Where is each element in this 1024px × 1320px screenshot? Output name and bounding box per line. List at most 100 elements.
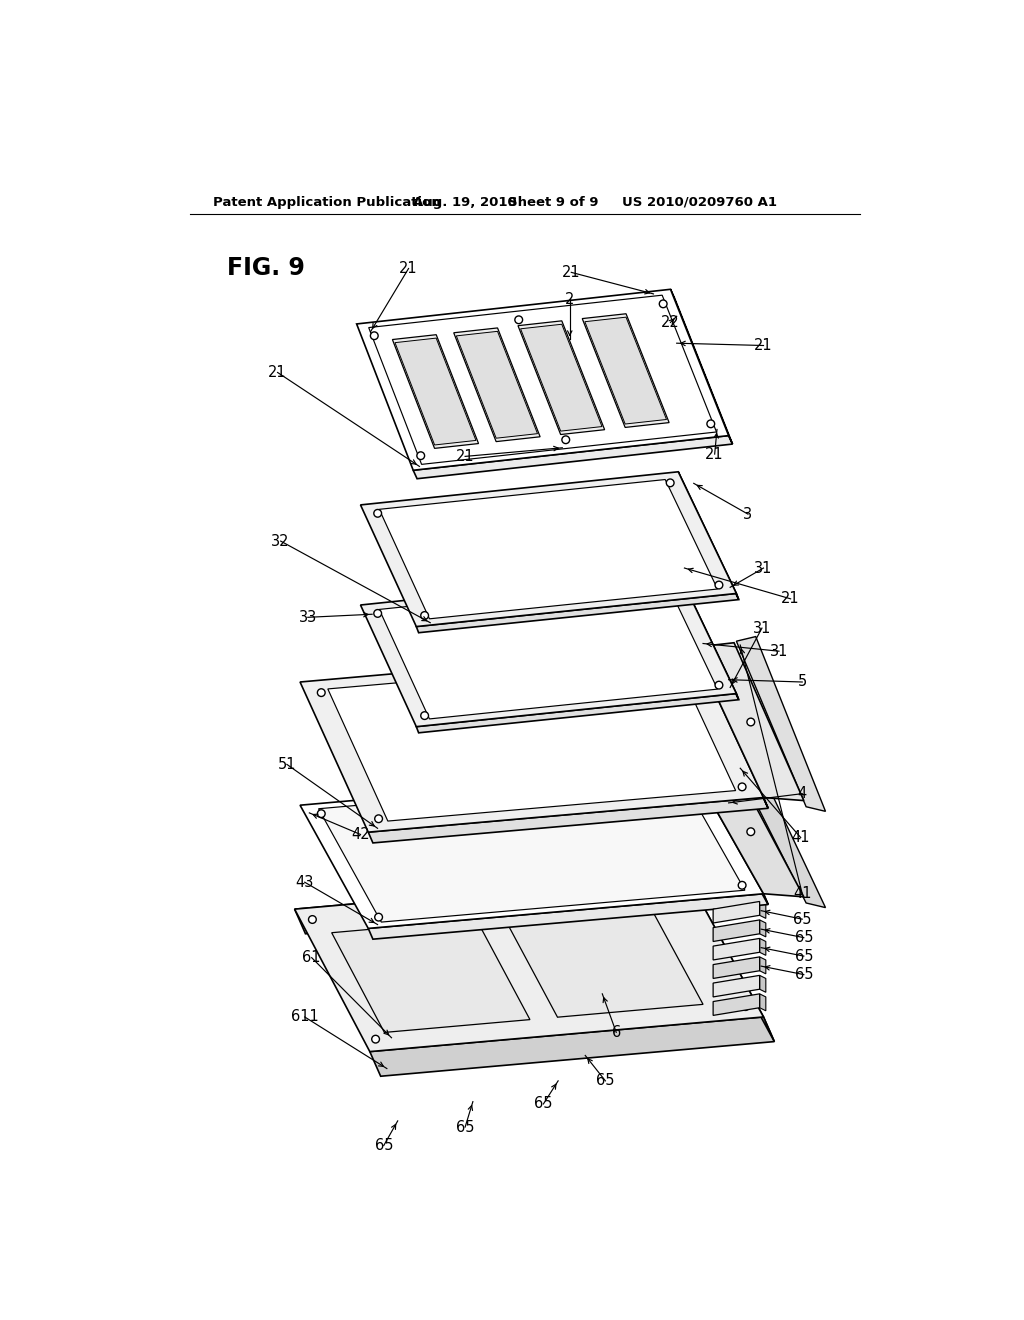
- Polygon shape: [678, 471, 738, 599]
- Text: 65: 65: [596, 1073, 614, 1089]
- Circle shape: [667, 579, 674, 587]
- Polygon shape: [300, 647, 764, 832]
- Polygon shape: [736, 760, 825, 908]
- Circle shape: [374, 510, 382, 517]
- Circle shape: [308, 916, 316, 924]
- Polygon shape: [417, 594, 738, 632]
- Text: 32: 32: [271, 533, 290, 549]
- Circle shape: [680, 777, 687, 785]
- Text: 33: 33: [299, 610, 316, 624]
- Text: Aug. 19, 2010: Aug. 19, 2010: [414, 195, 517, 209]
- Circle shape: [375, 814, 383, 822]
- Polygon shape: [295, 874, 697, 933]
- Polygon shape: [760, 902, 766, 919]
- Polygon shape: [295, 874, 764, 1052]
- Text: 4: 4: [798, 787, 807, 801]
- Text: 21: 21: [562, 265, 581, 280]
- Circle shape: [738, 783, 746, 791]
- Text: US 2010/0209760 A1: US 2010/0209760 A1: [623, 195, 777, 209]
- Polygon shape: [356, 289, 729, 470]
- Circle shape: [715, 681, 723, 689]
- Text: 5: 5: [798, 675, 807, 689]
- Polygon shape: [678, 572, 738, 700]
- Circle shape: [421, 711, 428, 719]
- Text: 43: 43: [296, 875, 314, 890]
- Circle shape: [562, 436, 569, 444]
- Circle shape: [317, 689, 326, 697]
- Circle shape: [371, 331, 378, 339]
- Polygon shape: [760, 957, 766, 974]
- Polygon shape: [713, 957, 760, 978]
- Polygon shape: [414, 436, 732, 479]
- Text: 31: 31: [753, 620, 771, 636]
- Text: 65: 65: [795, 968, 813, 982]
- Text: 21: 21: [706, 446, 724, 462]
- Circle shape: [515, 315, 522, 323]
- Text: 65: 65: [375, 1138, 393, 1154]
- Polygon shape: [520, 325, 602, 432]
- Polygon shape: [713, 920, 760, 941]
- Polygon shape: [417, 693, 738, 733]
- Text: 31: 31: [770, 644, 788, 659]
- Polygon shape: [369, 296, 717, 465]
- Text: 65: 65: [535, 1097, 553, 1111]
- Text: 2: 2: [565, 292, 574, 306]
- Polygon shape: [518, 321, 604, 434]
- Polygon shape: [736, 636, 825, 812]
- Polygon shape: [318, 777, 744, 923]
- Text: 65: 65: [456, 1119, 474, 1135]
- Text: 3: 3: [743, 507, 753, 521]
- Polygon shape: [760, 975, 766, 993]
- Polygon shape: [454, 327, 540, 442]
- Polygon shape: [504, 904, 703, 1018]
- Text: 42: 42: [351, 826, 370, 842]
- Text: 21: 21: [755, 338, 773, 352]
- Polygon shape: [713, 975, 760, 997]
- Polygon shape: [379, 479, 718, 619]
- Text: 21: 21: [399, 261, 418, 276]
- Polygon shape: [332, 920, 530, 1032]
- Circle shape: [667, 479, 674, 487]
- Text: 61: 61: [302, 950, 321, 965]
- Polygon shape: [713, 939, 760, 960]
- Circle shape: [746, 718, 755, 726]
- Polygon shape: [369, 894, 768, 940]
- Circle shape: [372, 1035, 380, 1043]
- Circle shape: [715, 581, 723, 589]
- Text: 31: 31: [755, 561, 773, 576]
- Polygon shape: [671, 289, 732, 444]
- Circle shape: [738, 882, 746, 890]
- Text: 22: 22: [662, 315, 680, 330]
- Polygon shape: [360, 572, 736, 726]
- Text: 41: 41: [792, 830, 810, 845]
- Polygon shape: [369, 797, 768, 843]
- Circle shape: [677, 883, 684, 891]
- Circle shape: [659, 300, 667, 308]
- Text: 6: 6: [611, 1024, 621, 1040]
- Circle shape: [317, 809, 326, 817]
- Circle shape: [417, 451, 425, 459]
- Polygon shape: [693, 643, 804, 800]
- Polygon shape: [379, 579, 718, 719]
- Polygon shape: [360, 471, 736, 627]
- Text: 21: 21: [781, 591, 800, 606]
- Polygon shape: [370, 1016, 774, 1076]
- Circle shape: [421, 611, 428, 619]
- Polygon shape: [760, 939, 766, 956]
- Polygon shape: [760, 994, 766, 1011]
- Text: 65: 65: [795, 949, 813, 964]
- Text: FIG. 9: FIG. 9: [227, 256, 305, 280]
- Text: 51: 51: [278, 756, 296, 772]
- Polygon shape: [583, 314, 669, 428]
- Text: 21: 21: [268, 364, 287, 380]
- Text: Patent Application Publication: Patent Application Publication: [213, 195, 441, 209]
- Polygon shape: [395, 338, 476, 445]
- Polygon shape: [713, 902, 760, 923]
- Polygon shape: [693, 766, 804, 896]
- Text: Sheet 9 of 9: Sheet 9 of 9: [508, 195, 598, 209]
- Circle shape: [680, 657, 687, 664]
- Polygon shape: [713, 994, 760, 1015]
- Polygon shape: [585, 317, 667, 424]
- Text: 611: 611: [291, 1010, 318, 1024]
- Text: 41: 41: [793, 886, 811, 902]
